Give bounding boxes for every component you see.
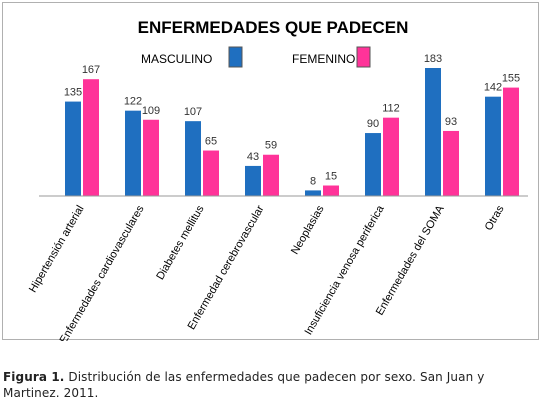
- value-label: 59: [265, 140, 277, 152]
- bar-masculino-4: [305, 190, 321, 196]
- category-label: Hipertensión arterial: [27, 204, 87, 295]
- figure-caption: Figura 1. Distribución de las enfermedad…: [3, 369, 539, 401]
- chart-frame: ENFERMEDADES QUE PADECEN MASCULINO FEMENI…: [2, 2, 539, 341]
- category-label: Otras: [483, 203, 507, 233]
- legend-swatch-femenino: [356, 46, 371, 68]
- bars: [65, 68, 519, 196]
- bar-femenino-6: [443, 130, 459, 196]
- bar-femenino-2: [203, 150, 219, 196]
- value-label: 135: [64, 87, 82, 99]
- category-label: Neoplasias: [289, 203, 327, 257]
- bar-femenino-7: [503, 87, 519, 196]
- legend-label-masculino: MASCULINO: [141, 52, 212, 66]
- bar-masculino-5: [365, 133, 381, 196]
- legend-swatch-masculino: [228, 46, 243, 68]
- bar-masculino-0: [65, 101, 81, 196]
- category-label: Enfermedades del SOMA: [374, 203, 447, 318]
- legend: MASCULINO FEMENINO: [141, 46, 371, 68]
- bar-femenino-5: [383, 117, 399, 196]
- value-label: 43: [247, 151, 259, 163]
- value-label: 107: [184, 106, 202, 118]
- bar-chart: ENFERMEDADES QUE PADECEN MASCULINO FEMENI…: [27, 18, 528, 341]
- value-label: 167: [82, 64, 100, 76]
- value-label: 155: [502, 73, 520, 85]
- bar-masculino-2: [185, 121, 201, 196]
- value-label: 8: [310, 175, 316, 187]
- value-label: 112: [382, 103, 400, 115]
- bar-femenino-1: [143, 119, 159, 196]
- bar-femenino-3: [263, 154, 279, 196]
- value-label: 15: [325, 171, 337, 183]
- value-label: 90: [367, 118, 379, 130]
- bar-masculino-3: [245, 165, 261, 196]
- bar-masculino-6: [425, 68, 441, 196]
- bar-masculino-1: [125, 110, 141, 196]
- caption-text: Distribución de las enfermedades que pad…: [3, 370, 485, 400]
- category-label: Diabetes mellitus: [154, 203, 207, 282]
- value-label: 65: [205, 136, 217, 148]
- legend-label-femenino: FEMENINO: [292, 52, 355, 66]
- bar-femenino-4: [323, 185, 339, 196]
- value-label: 142: [484, 82, 502, 94]
- chart-title: ENFERMEDADES QUE PADECEN: [138, 18, 409, 37]
- value-label: 183: [424, 53, 442, 65]
- bar-masculino-7: [485, 96, 501, 196]
- caption-label: Figura 1.: [3, 370, 65, 384]
- value-label: 109: [142, 105, 160, 117]
- bar-femenino-0: [83, 79, 99, 196]
- value-label: 122: [124, 96, 142, 108]
- value-label: 93: [445, 116, 457, 128]
